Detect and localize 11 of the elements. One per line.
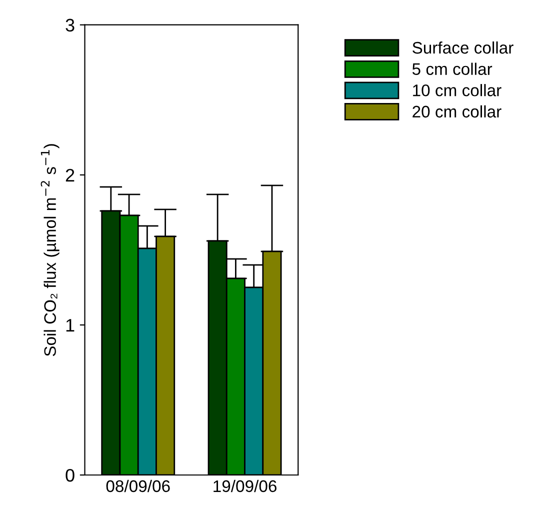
- legend-label: 5 cm collar: [412, 62, 492, 75]
- legend-label: 10 cm collar: [413, 84, 502, 96]
- y-tick-label: 3: [66, 18, 74, 32]
- x-tick-label: 19/09/06: [214, 480, 276, 492]
- y-axis-title: Soil CO₂ flux (µmol m$^{−2}$ s$^{−1}$): [40, 144, 60, 356]
- y-tick-label: 0: [66, 468, 74, 482]
- legend-label: 20 cm collar: [412, 105, 502, 118]
- x-tick-label: 08/09/06: [106, 480, 170, 492]
- y-tick-label: 1: [66, 319, 74, 332]
- legend-label: Surface collar: [412, 41, 514, 54]
- y-tick-label: 2: [66, 168, 74, 182]
